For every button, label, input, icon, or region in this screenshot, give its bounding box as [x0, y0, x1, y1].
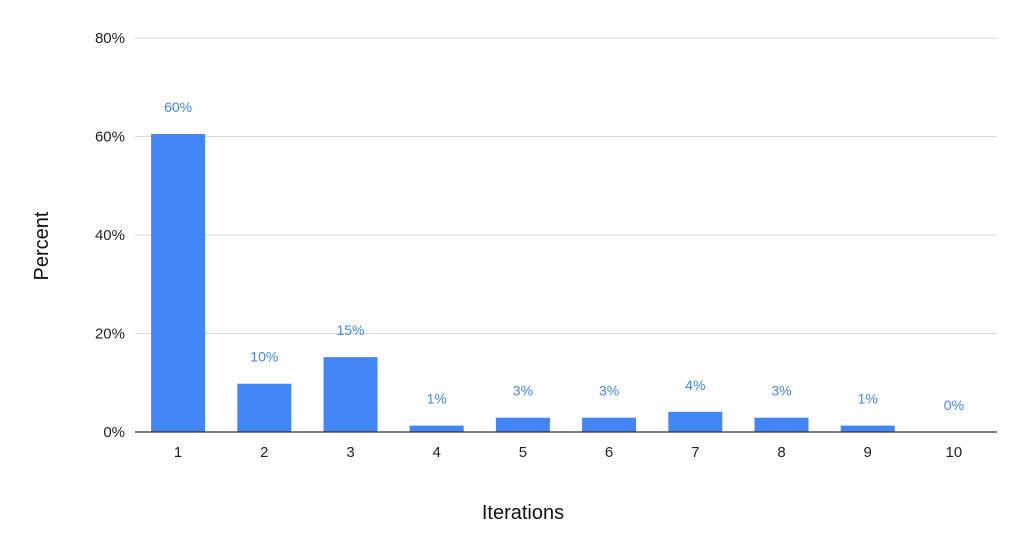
x-tick-label: 10 [946, 444, 963, 461]
y-tick-label: 0% [103, 424, 125, 441]
x-tick-label: 8 [777, 444, 785, 461]
data-label: 0% [944, 397, 964, 413]
data-label: 4% [685, 377, 705, 393]
bar [840, 425, 895, 432]
y-tick-label: 40% [95, 227, 125, 244]
bar [237, 383, 292, 432]
data-label: 3% [771, 383, 791, 399]
x-tick-label: 9 [864, 444, 872, 461]
bars [151, 134, 895, 432]
y-axis-title: Percent [31, 211, 53, 280]
bar [323, 357, 378, 432]
x-tick-label: 5 [519, 444, 527, 461]
y-tick-label: 80% [95, 30, 125, 47]
data-label: 1% [427, 391, 447, 407]
y-tick-label: 60% [95, 129, 125, 146]
x-tick-label: 4 [433, 444, 441, 461]
x-axis-title: Iterations [482, 502, 564, 524]
data-labels: 60% 10% 15% 1% 3% 3% 4% 3% 1% 0% [164, 99, 964, 413]
bar [151, 134, 206, 432]
data-label: 3% [513, 383, 533, 399]
bar [668, 411, 723, 432]
bar [754, 417, 809, 432]
y-tick-label: 20% [95, 326, 125, 343]
x-tick-label: 1 [174, 444, 182, 461]
data-label: 60% [164, 99, 192, 115]
x-tick-label: 7 [691, 444, 699, 461]
bar [409, 425, 464, 432]
x-tick-label: 2 [260, 444, 268, 461]
data-label: 10% [250, 349, 278, 365]
x-tick-label: 3 [346, 444, 354, 461]
data-label: 3% [599, 383, 619, 399]
data-label: 15% [336, 322, 364, 338]
gridlines [135, 37, 997, 334]
x-tick-label: 6 [605, 444, 613, 461]
data-label: 1% [858, 391, 878, 407]
bar [582, 417, 637, 432]
bar [495, 417, 550, 432]
axes: 0% 20% 40% 60% 80% 1 2 3 4 5 6 7 8 9 10 [95, 30, 997, 461]
